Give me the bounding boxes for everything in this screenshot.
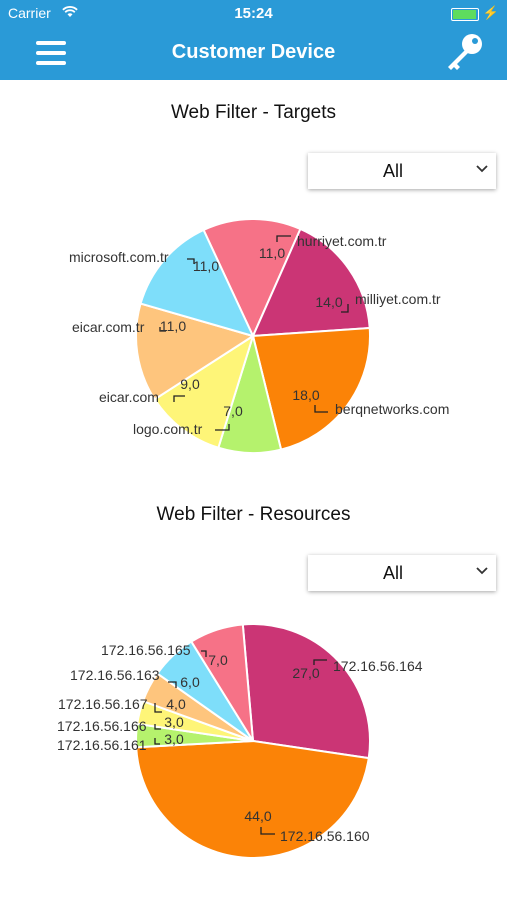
pie-slice-172-16-56-165[interactable] — [189, 623, 254, 742]
slice-value-label: 11,0 — [259, 245, 285, 261]
slice-name-label: 172.16.56.161 — [57, 737, 147, 753]
resources-filter-value: All — [382, 563, 403, 583]
slice-value-label: 14,0 — [315, 294, 342, 310]
slice-name-label: 172.16.56.167 — [58, 696, 148, 712]
slice-value-label: 7,0 — [208, 652, 228, 668]
slice-value-label: 18,0 — [292, 387, 319, 403]
pie-slice-172-16-56-160[interactable] — [135, 739, 370, 859]
clock: 15:24 — [234, 5, 273, 22]
slice-value-label: 7,0 — [223, 403, 243, 419]
slice-name-label: 172.16.56.163 — [70, 667, 160, 683]
slice-name-label: microsoft.com.tr — [69, 249, 169, 265]
label-leader-line — [260, 827, 275, 835]
slice-value-label: 11,0 — [160, 318, 186, 334]
resources-filter-dropdown[interactable]: All — [308, 555, 496, 591]
pie-slice-hurriyet-com-tr[interactable] — [202, 218, 302, 339]
pie-slice-eicar-com[interactable] — [153, 333, 255, 450]
status-bar: Carrier 15:24 ⚡ — [0, 0, 507, 28]
label-leader-line — [168, 681, 177, 688]
label-leader-line — [341, 304, 349, 313]
menu-icon[interactable] — [36, 41, 66, 66]
label-leader-line — [173, 395, 185, 402]
targets-chart-title: Web Filter - Targets — [170, 102, 337, 123]
label-leader-line — [154, 703, 162, 713]
pie-slice-milliyet-com-tr[interactable] — [251, 227, 371, 338]
slice-name-label: berqnetworks.com — [335, 401, 449, 417]
slice-name-label: logo.com.tr — [133, 421, 203, 437]
slice-name-label: 172.16.56.164 — [333, 658, 423, 674]
carrier-label: Carrier — [8, 5, 51, 21]
battery-icon — [451, 8, 479, 21]
pie-slice-microsoft-com-tr[interactable] — [139, 228, 255, 338]
slice-name-label: 172.16.56.160 — [280, 828, 370, 844]
targets-pie-chart: 11,0 hurriyet.com.tr 14,0 milliyet.com.tr 18… — [69, 218, 449, 454]
label-leader-line — [215, 424, 230, 431]
page-title: Customer Device — [171, 41, 336, 63]
charging-icon: ⚡ — [482, 5, 499, 20]
label-leader-line — [187, 258, 195, 264]
slice-value-label: 11,0 — [193, 258, 219, 274]
slice-name-label: eicar.com — [99, 389, 159, 405]
label-leader-line — [154, 724, 161, 730]
slice-name-label: eicar.com.tr — [72, 319, 145, 335]
chevron-down-icon — [476, 165, 488, 173]
pie-slice-172-16-56-164[interactable] — [241, 623, 371, 760]
resources-pie-chart: 27,0 172.16.56.164 44,0 172.16.56.160 3,0 172… — [57, 623, 423, 859]
label-leader-line — [314, 405, 328, 413]
slice-value-label: 4,0 — [166, 696, 186, 712]
label-leader-line — [159, 327, 166, 332]
label-leader-line — [154, 738, 160, 745]
slice-value-label: 3,0 — [164, 731, 184, 747]
key-icon[interactable] — [440, 30, 488, 74]
pie-slice-eicar-com-tr[interactable] — [135, 302, 256, 401]
resources-chart-title: Web Filter - Resources — [156, 504, 351, 525]
slice-value-label: 9,0 — [180, 376, 200, 392]
slice-name-label: 172.16.56.165 — [101, 642, 191, 658]
pie-slice-berqnetworks-com[interactable] — [251, 326, 371, 451]
slice-value-label: 6,0 — [180, 674, 200, 690]
chevron-down-icon — [476, 567, 488, 575]
slice-name-label: hurriyet.com.tr — [297, 233, 387, 249]
label-leader-line — [201, 650, 207, 657]
slice-name-label: 172.16.56.166 — [57, 718, 147, 734]
targets-filter-value: All — [382, 161, 403, 181]
slice-value-label: 44,0 — [244, 808, 271, 824]
slice-value-label: 27,0 — [292, 665, 319, 681]
wifi-icon — [62, 6, 78, 21]
slice-value-label: 3,0 — [164, 714, 184, 730]
label-leader-line — [313, 659, 327, 665]
targets-filter-dropdown[interactable]: All — [308, 153, 496, 189]
slice-name-label: milliyet.com.tr — [355, 291, 441, 307]
label-leader-line — [276, 235, 291, 242]
nav-bar: Customer Device — [0, 28, 507, 80]
